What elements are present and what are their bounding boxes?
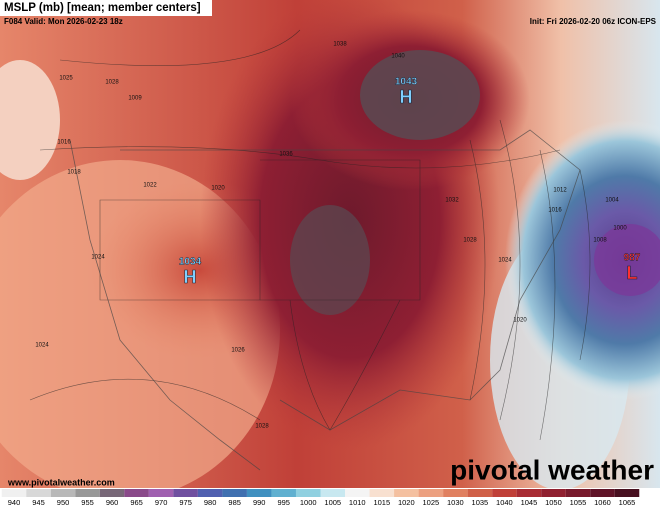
colorbar-swatch <box>99 489 125 497</box>
contour-label: 1036 <box>279 152 293 158</box>
colorbar-swatch <box>173 489 198 497</box>
contour-label: 1009 <box>128 96 142 102</box>
colorbar-swatch <box>320 489 346 497</box>
contour-label: 1024 <box>35 343 49 349</box>
colorbar-label: 965 <box>130 498 143 507</box>
colorbar-swatch <box>541 489 566 497</box>
colorbar-swatch <box>75 489 100 497</box>
colorbar-swatch <box>271 489 296 497</box>
contour-label: 1016 <box>548 208 562 214</box>
valid-time: F084 Valid: Mon 2026-02-23 18z <box>4 17 123 26</box>
contour-label: 1040 <box>391 54 405 60</box>
center-value: 1034 <box>179 257 202 268</box>
colorbar-label: 1055 <box>570 498 587 507</box>
colorbar-label: 1025 <box>422 498 439 507</box>
colorbar-label: 940 <box>8 498 21 507</box>
colorbar-label: 1020 <box>398 498 415 507</box>
map-title: MSLP (mb) [mean; member centers] <box>4 2 201 14</box>
colorbar-swatch <box>124 489 149 497</box>
contour-label: 1018 <box>67 170 81 176</box>
colorbar-swatch <box>614 489 640 497</box>
colorbar-label: 1000 <box>300 498 317 507</box>
colorbar-swatch <box>1 489 27 497</box>
contour-label: 1024 <box>498 258 512 264</box>
colorbar-swatch <box>565 489 591 497</box>
colorbar-label: 1045 <box>521 498 538 507</box>
colorbar-label: 1005 <box>324 498 341 507</box>
colorbar-label: 1050 <box>545 498 562 507</box>
colorbar-label: 970 <box>155 498 168 507</box>
colorbar-label: 1035 <box>472 498 489 507</box>
contour-label: 1012 <box>553 188 567 194</box>
colorbar-swatch <box>443 489 468 497</box>
colorbar-label: 980 <box>204 498 217 507</box>
colorbar-label: 950 <box>57 498 70 507</box>
colorbar-swatch <box>516 489 542 497</box>
colorbar-label: 1040 <box>496 498 513 507</box>
colorbar-swatch <box>246 489 272 497</box>
center-value: 1043 <box>395 77 418 88</box>
watermark-brand: pivotal weather <box>450 454 654 485</box>
colorbar-label: 1065 <box>619 498 636 507</box>
contour-label: 1032 <box>445 198 459 204</box>
contour-label: 1028 <box>255 424 269 430</box>
colorbar-swatch <box>295 489 321 497</box>
contour-label: 1024 <box>91 255 105 261</box>
colorbar-label: 995 <box>277 498 290 507</box>
colorbar-swatch <box>197 489 223 497</box>
watermark-url: www.pivotalweather.com <box>7 477 115 487</box>
contour-label: 1028 <box>105 80 119 86</box>
contour-label: 1008 <box>593 238 607 244</box>
colorbar-swatch <box>492 489 517 497</box>
colorbar-label: 975 <box>179 498 192 507</box>
colorbar-label: 985 <box>228 498 241 507</box>
colorbar-swatch <box>50 489 76 497</box>
contour-label: 1028 <box>463 238 477 244</box>
colorbar-swatch <box>222 489 247 497</box>
colorbar-swatch <box>26 489 51 497</box>
colorbar-swatch <box>418 489 444 497</box>
colorbar-label: 955 <box>81 498 94 507</box>
center-symbol: L <box>627 263 638 283</box>
colorbar-label: 960 <box>106 498 119 507</box>
contour-label: 1016 <box>57 140 71 146</box>
contour-labels: 1025 1028 1009 1016 1018 1022 1020 1024 1024 1026… <box>35 42 627 430</box>
contour-label: 1025 <box>59 76 73 82</box>
colorbar-label: 1015 <box>373 498 390 507</box>
contour-label: 1020 <box>211 186 225 192</box>
colorbar-swatch <box>148 489 174 497</box>
center-value: 987 <box>624 253 641 264</box>
contour-label: 1022 <box>143 183 157 189</box>
colorbar-label: 1060 <box>594 498 611 507</box>
center-symbol: H <box>400 87 413 107</box>
contour-label: 1038 <box>333 42 347 48</box>
contour-label: 1020 <box>513 318 527 324</box>
colorbar-swatch <box>590 489 615 497</box>
contour-label: 1000 <box>613 226 627 232</box>
colorbar-label: 990 <box>253 498 266 507</box>
colorbar-label: 1030 <box>447 498 464 507</box>
colorbar-swatch <box>394 489 419 497</box>
map <box>0 0 660 500</box>
title-box <box>0 0 212 16</box>
contour-label: 1004 <box>605 198 619 204</box>
colorbar: 940 945 950 955 960 965 970 975 980 985 990 995 1000… <box>1 489 640 507</box>
colorbar-swatch <box>467 489 493 497</box>
contour-label: 1026 <box>231 348 245 354</box>
colorbar-swatch <box>369 489 395 497</box>
colorbar-label: 945 <box>32 498 45 507</box>
center-symbol: H <box>184 267 197 287</box>
colorbar-swatch <box>345 489 370 497</box>
colorbar-label: 1010 <box>349 498 366 507</box>
init-time: Init: Fri 2026-02-20 06z ICON-EPS <box>530 17 657 26</box>
